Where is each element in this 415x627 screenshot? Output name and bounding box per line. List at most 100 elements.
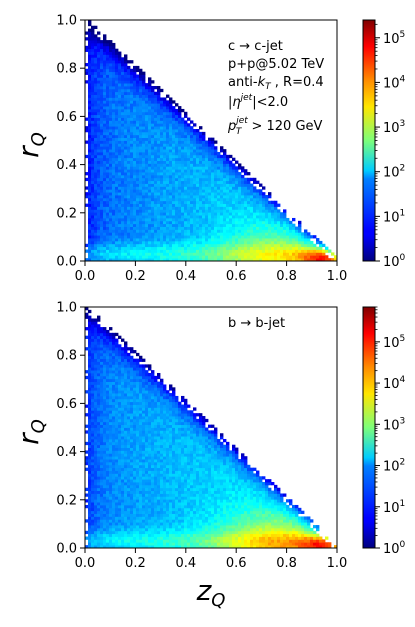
heatmap-cell	[139, 399, 142, 402]
heatmap-cell	[100, 135, 103, 138]
heatmap-cell	[118, 436, 121, 439]
heatmap-cell	[112, 181, 115, 184]
heatmap-cell	[118, 186, 121, 189]
heatmap-cell	[115, 132, 118, 135]
heatmap-cell	[217, 232, 220, 235]
heatmap-cell	[130, 95, 133, 98]
heatmap-cell	[118, 158, 121, 161]
heatmap-cell	[157, 184, 160, 187]
heatmap-cell	[268, 221, 271, 224]
heatmap-cell	[118, 473, 121, 476]
heatmap-cell	[226, 206, 229, 209]
heatmap-cell	[271, 232, 274, 235]
heatmap-cell	[136, 158, 139, 161]
heatmap-cell	[265, 212, 268, 215]
heatmap-cell	[130, 376, 133, 379]
heatmap-cell	[208, 146, 211, 149]
heatmap-cell	[115, 367, 118, 370]
heatmap-cell	[142, 204, 145, 207]
heatmap-cell	[94, 161, 97, 164]
heatmap-cell	[181, 212, 184, 215]
heatmap-cell	[109, 476, 112, 479]
heatmap-cell	[166, 163, 169, 166]
heatmap-cell	[94, 60, 97, 63]
heatmap-cell	[115, 393, 118, 396]
heatmap-cell	[151, 169, 154, 172]
heatmap-cell	[97, 519, 100, 522]
heatmap-cell	[109, 399, 112, 402]
heatmap-cell	[106, 387, 109, 390]
heatmap-cell	[151, 178, 154, 181]
heatmap-cell	[151, 115, 154, 118]
heatmap-cell	[187, 129, 190, 132]
heatmap-cell	[97, 393, 100, 396]
heatmap-cell	[289, 247, 292, 250]
heatmap-cell	[175, 244, 178, 247]
heatmap-cell	[106, 175, 109, 178]
heatmap-cell	[145, 118, 148, 121]
heatmap-cell	[232, 192, 235, 195]
heatmap-cell	[94, 184, 97, 187]
heatmap-cell	[121, 362, 124, 365]
heatmap-cell	[202, 235, 205, 238]
heatmap-cell	[196, 135, 199, 138]
heatmap-cell	[97, 218, 100, 221]
heatmap-cell	[175, 255, 178, 258]
heatmap-cell	[118, 396, 121, 399]
heatmap-cell	[127, 86, 130, 89]
heatmap-cell	[214, 149, 217, 152]
heatmap-cell	[142, 402, 145, 405]
heatmap-cell	[112, 499, 115, 502]
heatmap-cell	[169, 135, 172, 138]
heatmap-cell	[139, 430, 142, 433]
heatmap-cell	[205, 212, 208, 215]
heatmap-cell	[97, 511, 100, 514]
heatmap-cell	[178, 118, 181, 121]
heatmap-cell	[166, 149, 169, 152]
heatmap-cell	[250, 244, 253, 247]
heatmap-cell	[211, 221, 214, 224]
heatmap-cell	[235, 189, 238, 192]
heatmap-cell	[190, 184, 193, 187]
heatmap-cell	[133, 138, 136, 141]
heatmap-cell	[139, 367, 142, 370]
heatmap-cell	[94, 393, 97, 396]
heatmap-cell	[163, 184, 166, 187]
heatmap-cell	[136, 109, 139, 112]
heatmap-cell	[259, 195, 262, 198]
heatmap-cell	[211, 158, 214, 161]
heatmap-cell	[271, 218, 274, 221]
heatmap-cell	[163, 175, 166, 178]
heatmap-cell	[127, 476, 130, 479]
heatmap-cell	[166, 232, 169, 235]
heatmap-cell	[100, 224, 103, 227]
heatmap-cell	[100, 396, 103, 399]
heatmap-cell	[244, 192, 247, 195]
heatmap-cell	[91, 135, 94, 138]
heatmap-cell	[109, 166, 112, 169]
heatmap-cell	[238, 184, 241, 187]
heatmap-cell	[115, 364, 118, 367]
heatmap-cell	[127, 95, 130, 98]
heatmap-cell	[166, 126, 169, 129]
heatmap-cell	[133, 362, 136, 365]
heatmap-cell	[91, 72, 94, 75]
heatmap-cell	[160, 235, 163, 238]
heatmap-cell	[235, 172, 238, 175]
heatmap-cell	[229, 181, 232, 184]
heatmap-cell	[151, 138, 154, 141]
heatmap-cell	[100, 178, 103, 181]
heatmap-cell	[130, 80, 133, 83]
heatmap-cell	[142, 462, 145, 465]
heatmap-cell	[250, 241, 253, 244]
heatmap-cell	[133, 146, 136, 149]
heatmap-cell	[109, 376, 112, 379]
heatmap-cell	[88, 439, 91, 442]
heatmap-cell	[139, 502, 142, 505]
heatmap-cell	[88, 370, 91, 373]
heatmap-cell	[190, 158, 193, 161]
heatmap-cell	[136, 488, 139, 491]
heatmap-cell	[124, 482, 127, 485]
heatmap-cell	[136, 376, 139, 379]
